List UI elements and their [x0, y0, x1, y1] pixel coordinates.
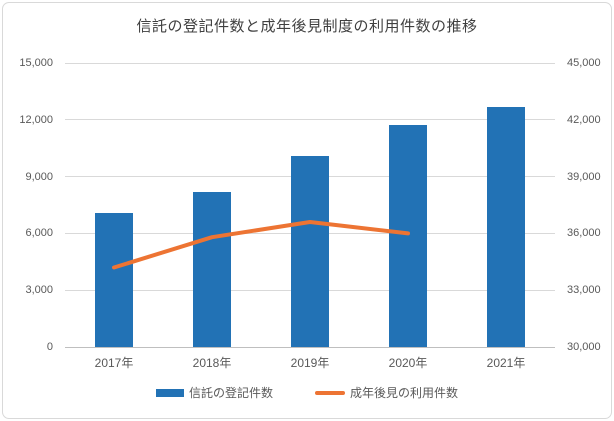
- x-label-2021年: 2021年: [486, 356, 526, 370]
- bar-2019年: [291, 155, 329, 347]
- right-axis-tick: 36,000: [567, 227, 601, 240]
- legend-item-line-series: 成年後見の利用件数: [315, 384, 458, 401]
- bar-series-swatch: [155, 388, 184, 397]
- left-axis-tick: 3,000: [25, 284, 53, 297]
- x-axis-labels: 2017年 2018年 2019年 2020年 2021年: [65, 355, 555, 373]
- right-axis: 30,000 33,000 36,000 39,000 42,000 45,000: [565, 57, 611, 353]
- left-axis-tick: 6,000: [25, 227, 53, 240]
- bar-2020年: [389, 125, 427, 347]
- line-series-swatch: [315, 390, 345, 395]
- legend-item-bar-series: 信託の登記件数: [155, 384, 273, 401]
- left-axis-tick: 0: [46, 341, 53, 353]
- right-axis-tick: 33,000: [567, 284, 601, 297]
- left-axis-tick: 12,000: [19, 113, 53, 126]
- right-axis-tick: 45,000: [567, 57, 601, 69]
- x-label-2020年: 2020年: [388, 356, 428, 370]
- left-axis-tick: 15,000: [19, 57, 53, 69]
- gridline: [65, 119, 555, 121]
- chart-title: 信託の登記件数と成年後見制度の利用件数の推移: [136, 18, 478, 35]
- x-label-2019年: 2019年: [290, 356, 330, 370]
- x-axis-line: [65, 346, 555, 348]
- right-axis-tick: 42,000: [567, 113, 601, 126]
- bar-2018年: [193, 191, 231, 347]
- bar-2021年: [487, 106, 525, 347]
- plot-area: [65, 62, 555, 348]
- legend: 信託の登記件数 成年後見の利用件数: [3, 384, 611, 401]
- right-axis-tick: 39,000: [567, 170, 601, 183]
- left-axis-tick: 9,000: [25, 170, 53, 183]
- bar-2017年: [95, 212, 133, 347]
- line-series-label: 成年後見の利用件数: [350, 386, 459, 400]
- left-axis: 0 3,000 6,000 9,000 12,000 15,000: [3, 57, 53, 353]
- bar-series-label: 信託の登記件数: [188, 386, 273, 400]
- x-label-2018年: 2018年: [192, 356, 232, 370]
- gridline: [65, 62, 555, 64]
- line-series: [112, 220, 410, 270]
- x-label-2017年: 2017年: [94, 356, 134, 370]
- right-axis-tick: 30,000: [567, 341, 601, 353]
